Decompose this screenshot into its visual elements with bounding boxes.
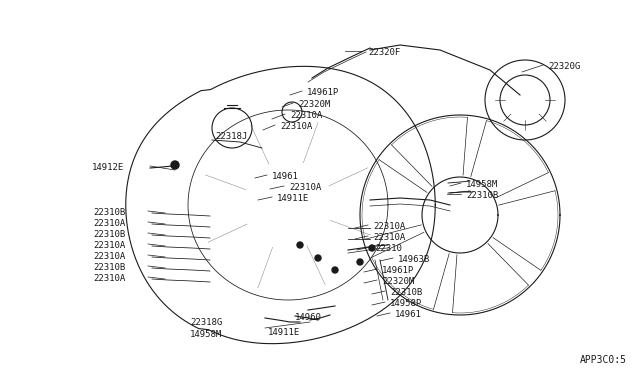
Text: 14961P: 14961P: [382, 266, 414, 275]
Text: 22310A: 22310A: [289, 183, 321, 192]
Circle shape: [297, 242, 303, 248]
Text: 22318G: 22318G: [190, 318, 222, 327]
Text: 22310B: 22310B: [93, 263, 125, 272]
Text: 22320F: 22320F: [368, 48, 400, 57]
Circle shape: [332, 267, 338, 273]
Circle shape: [369, 245, 375, 251]
Text: 22310: 22310: [375, 244, 402, 253]
Text: 22310B: 22310B: [466, 191, 499, 200]
Text: 22310B: 22310B: [93, 230, 125, 239]
Text: 14958M: 14958M: [466, 180, 499, 189]
Text: 22318J: 22318J: [215, 132, 247, 141]
Text: 22310A: 22310A: [373, 233, 405, 242]
Circle shape: [357, 259, 363, 265]
Text: 14961P: 14961P: [307, 88, 339, 97]
Text: 22310A: 22310A: [280, 122, 312, 131]
Text: 22310A: 22310A: [373, 222, 405, 231]
Text: 22320M: 22320M: [382, 277, 414, 286]
Text: 14912E: 14912E: [92, 163, 124, 172]
Text: 22310A: 22310A: [93, 252, 125, 261]
Text: 22310A: 22310A: [290, 111, 323, 120]
Text: 14960: 14960: [295, 313, 322, 322]
Text: 22320G: 22320G: [548, 62, 580, 71]
Text: 22310B: 22310B: [390, 288, 422, 297]
Text: 22310B: 22310B: [93, 208, 125, 217]
Text: 14963B: 14963B: [398, 255, 430, 264]
Circle shape: [171, 161, 179, 169]
Text: 22310A: 22310A: [93, 241, 125, 250]
Text: 14911E: 14911E: [268, 328, 300, 337]
Text: 14958M: 14958M: [190, 330, 222, 339]
Text: APP3C0:5: APP3C0:5: [580, 355, 627, 365]
Text: 14961: 14961: [395, 310, 422, 319]
Text: 14911E: 14911E: [277, 194, 309, 203]
Text: 14961: 14961: [272, 172, 299, 181]
Text: 14958P: 14958P: [390, 299, 422, 308]
Text: 22310A: 22310A: [93, 274, 125, 283]
Circle shape: [315, 255, 321, 261]
Text: 22320M: 22320M: [298, 100, 330, 109]
Text: 22310A: 22310A: [93, 219, 125, 228]
